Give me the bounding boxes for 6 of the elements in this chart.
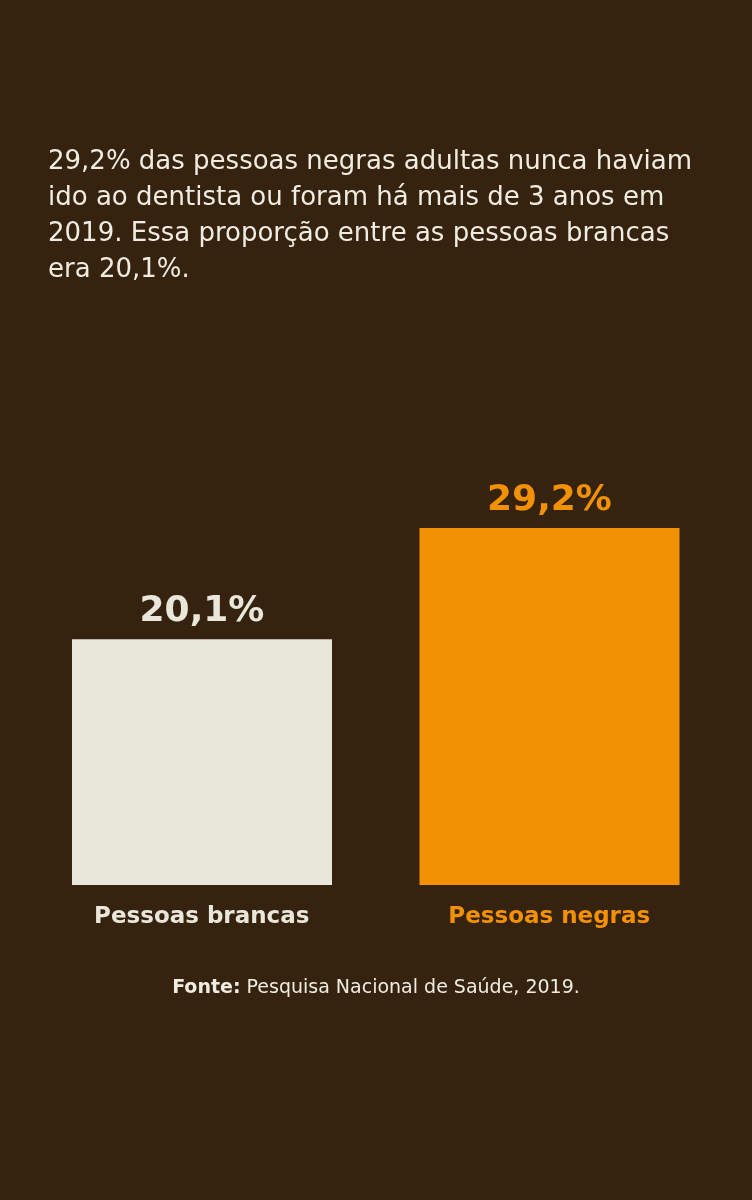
x-tick-label: Pessoas negras (448, 902, 651, 928)
data-label: 20,1% (139, 588, 265, 630)
x-tick-label: Pessoas brancas (94, 902, 310, 928)
source-note: Fonte: Pesquisa Nacional de Saúde, 2019. (172, 975, 580, 997)
data-label: 29,2% (487, 477, 612, 518)
chart-title: 29,2% das pessoas negras adultas nunca haviam ido ao dentista ou foram há mais de 3 anos em 2019. Essa proporção entre as pessoas brancas era 20,1%. (48, 144, 694, 285)
